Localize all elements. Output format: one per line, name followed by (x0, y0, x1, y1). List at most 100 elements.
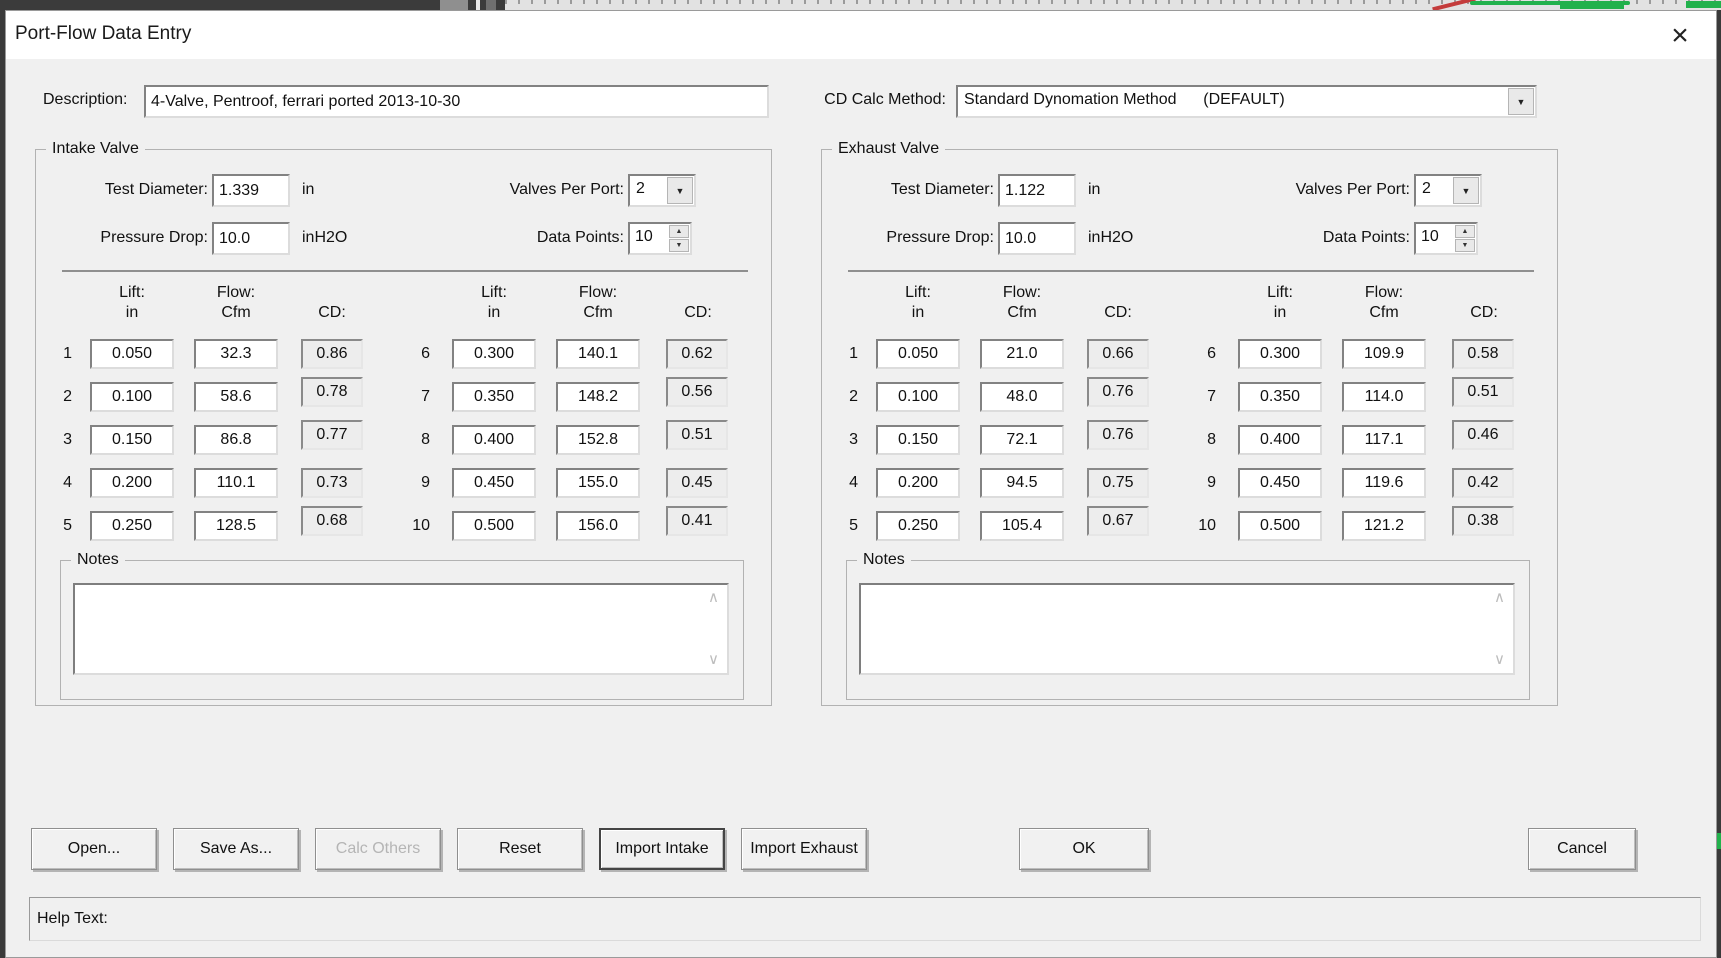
intake-lift-input[interactable] (452, 468, 536, 498)
import-exhaust-button[interactable]: Import Exhaust (741, 828, 867, 870)
exhaust-valves-per-port-label: Valves Per Port: (1295, 181, 1410, 198)
chevron-down-icon[interactable]: ▼ (1508, 88, 1534, 115)
intake-data-points-label: Data Points: (536, 229, 624, 246)
background-chart-axis (505, 0, 1721, 10)
exhaust-flow-input[interactable] (1342, 382, 1426, 412)
exhaust-cd-value: 0.58 (1452, 339, 1514, 369)
exhaust-data-points-stepper[interactable]: 10 ▲ ▼ (1414, 222, 1478, 255)
spin-up-icon[interactable]: ▲ (1455, 225, 1475, 238)
import-intake-button[interactable]: Import Intake (599, 828, 725, 870)
title-bar: Port-Flow Data Entry × (6, 11, 1716, 59)
exhaust-flow-input[interactable] (980, 425, 1064, 455)
exhaust-lift-input[interactable] (1238, 468, 1322, 498)
scroll-up-icon[interactable]: ∧ (708, 589, 719, 606)
table-row: 1 0.86 6 0.62 (36, 339, 771, 373)
intake-flow-input[interactable] (194, 382, 278, 412)
intake-flow-input[interactable] (556, 511, 640, 541)
intake-lift-input[interactable] (452, 339, 536, 369)
spin-up-icon[interactable]: ▲ (669, 225, 689, 238)
intake-lift-input[interactable] (90, 382, 174, 412)
exhaust-flow-input[interactable] (1342, 511, 1426, 541)
exhaust-lift-input[interactable] (1238, 425, 1322, 455)
background-toolbar-divider (476, 0, 480, 10)
intake-cd-value: 0.62 (666, 339, 728, 369)
chevron-down-icon[interactable]: ▼ (1453, 177, 1479, 204)
spin-down-icon[interactable]: ▼ (669, 239, 689, 252)
intake-notes-label: Notes (71, 551, 125, 569)
exhaust-notes-group: Notes ∧ ∨ (846, 551, 1530, 700)
intake-cd-value: 0.77 (301, 420, 363, 450)
intake-lift-input[interactable] (90, 468, 174, 498)
exhaust-notes-textarea[interactable] (861, 585, 1513, 673)
exhaust-flow-input[interactable] (1342, 425, 1426, 455)
exhaust-cd-value: 0.66 (1087, 339, 1149, 369)
exhaust-data-points-value: 10 (1421, 228, 1439, 245)
intake-lift-input[interactable] (90, 425, 174, 455)
exhaust-lift-input[interactable] (876, 511, 960, 541)
row-number: 7 (421, 388, 430, 405)
intake-flow-input[interactable] (194, 425, 278, 455)
description-input[interactable] (144, 85, 769, 118)
intake-flow-input[interactable] (556, 425, 640, 455)
exhaust-flow-input[interactable] (980, 382, 1064, 412)
intake-flow-input[interactable] (194, 339, 278, 369)
intake-test-diameter-input[interactable] (212, 174, 290, 207)
intake-lift-input[interactable] (452, 382, 536, 412)
chevron-down-icon[interactable]: ▼ (667, 177, 693, 204)
exhaust-cd-value: 0.46 (1452, 420, 1514, 450)
exhaust-valves-per-port-select[interactable]: 2 ▼ (1414, 174, 1482, 207)
row-number: 6 (421, 345, 430, 362)
row-number: 8 (421, 431, 430, 448)
exhaust-data-points-label: Data Points: (1322, 229, 1410, 246)
ok-button[interactable]: OK (1019, 828, 1149, 870)
exhaust-test-diameter-input[interactable] (998, 174, 1076, 207)
intake-lift-input[interactable] (452, 511, 536, 541)
exhaust-flow-input[interactable] (980, 339, 1064, 369)
intake-flow-input[interactable] (194, 468, 278, 498)
intake-lift-input[interactable] (90, 511, 174, 541)
cd-calc-method-select[interactable]: Standard Dynomation Method (DEFAULT) ▼ (956, 85, 1537, 118)
exhaust-lift-input[interactable] (1238, 382, 1322, 412)
exhaust-flow-input[interactable] (1342, 339, 1426, 369)
intake-flow-input[interactable] (556, 468, 640, 498)
exhaust-lift-input[interactable] (876, 468, 960, 498)
exhaust-flow-input[interactable] (980, 468, 1064, 498)
close-icon[interactable]: × (1671, 19, 1689, 52)
row-number: 9 (1207, 474, 1216, 491)
exhaust-lift-input[interactable] (1238, 511, 1322, 541)
exhaust-pressure-drop-label: Pressure Drop: (886, 229, 994, 246)
intake-flow-input[interactable] (556, 339, 640, 369)
intake-data-points-stepper[interactable]: 10 ▲ ▼ (628, 222, 692, 255)
exhaust-cd-value: 0.42 (1452, 468, 1514, 498)
exhaust-lift-input[interactable] (876, 425, 960, 455)
intake-lift-input[interactable] (452, 425, 536, 455)
spin-down-icon[interactable]: ▼ (1455, 239, 1475, 252)
intake-pressure-drop-input[interactable] (212, 222, 290, 255)
exhaust-cd-value: 0.38 (1452, 506, 1514, 536)
table-row: 3 0.77 8 0.51 (36, 420, 771, 459)
intake-lift-input[interactable] (90, 339, 174, 369)
save-as-button[interactable]: Save As... (173, 828, 299, 870)
intake-valves-per-port-select[interactable]: 2 ▼ (628, 174, 696, 207)
exhaust-lift-input[interactable] (1238, 339, 1322, 369)
exhaust-lift-input[interactable] (876, 339, 960, 369)
scroll-up-icon[interactable]: ∧ (1494, 589, 1505, 606)
intake-notes-textarea[interactable] (75, 585, 727, 673)
exhaust-flow-input[interactable] (1342, 468, 1426, 498)
intake-valves-per-port-label: Valves Per Port: (509, 181, 624, 198)
reset-button[interactable]: Reset (457, 828, 583, 870)
intake-flow-input[interactable] (556, 382, 640, 412)
exhaust-flow-input[interactable] (980, 511, 1064, 541)
intake-group-label: Intake Valve (46, 140, 145, 158)
dialog-title: Port-Flow Data Entry (15, 23, 192, 44)
intake-cd-header: CD: (684, 304, 712, 321)
intake-flow-input[interactable] (194, 511, 278, 541)
scroll-down-icon[interactable]: ∨ (1494, 651, 1505, 668)
open-button[interactable]: Open... (31, 828, 157, 870)
scroll-down-icon[interactable]: ∨ (708, 651, 719, 668)
exhaust-lift-input[interactable] (876, 382, 960, 412)
cancel-button[interactable]: Cancel (1528, 828, 1636, 870)
exhaust-pressure-drop-input[interactable] (998, 222, 1076, 255)
background-green-curve (1686, 1, 1721, 8)
table-row: 4 0.75 9 0.42 (822, 468, 1557, 502)
